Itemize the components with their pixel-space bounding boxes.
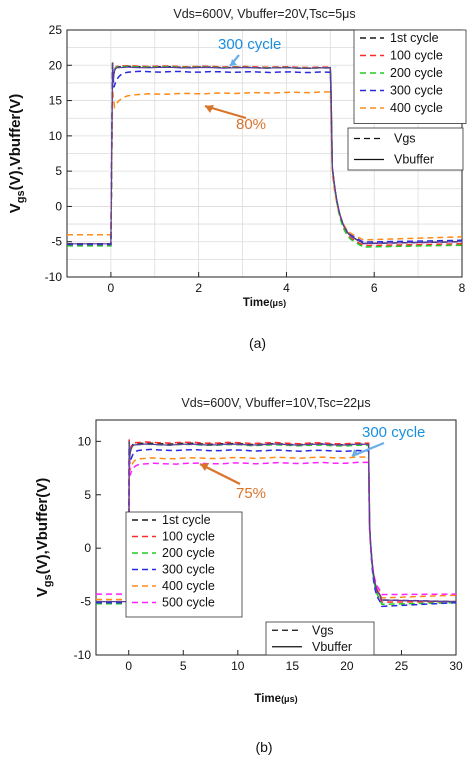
- plot-area: [96, 439, 456, 608]
- x-tick-label: 15: [286, 659, 300, 673]
- y-tick-label: 10: [78, 434, 92, 448]
- y-tick-label: 0: [55, 199, 62, 213]
- y-tick-label: 10: [49, 129, 63, 143]
- x-tick-label: 20: [340, 659, 354, 673]
- annotation-arrowhead: [200, 463, 209, 471]
- y-label-rest: (V),Vbuffer(V): [7, 94, 24, 191]
- vbuffer-line: [67, 63, 462, 245]
- vbuffer-line: [96, 441, 456, 603]
- annotation-text: 75%: [236, 485, 266, 502]
- x-axis-label: Time(μs): [254, 693, 297, 705]
- chart-title: Vds=600V, Vbuffer=10V,Tsc=22μs: [181, 396, 370, 410]
- x-tick-label: 8: [459, 281, 466, 295]
- x-label-unit: (μs): [270, 298, 287, 308]
- y-tick-label: -5: [80, 595, 91, 609]
- y-label-rest: (V),Vbuffer(V): [34, 478, 51, 575]
- style-legend-label: Vgs: [312, 623, 334, 637]
- legend-label: 200 cycle: [390, 66, 443, 80]
- series-line-300-cycle: [96, 446, 456, 608]
- x-tick-label: 10: [231, 659, 245, 673]
- chart-caption: (b): [255, 739, 272, 755]
- y-axis-label: Vgs(V),Vbuffer(V): [34, 478, 54, 598]
- x-tick-label: 4: [283, 281, 290, 295]
- series-legend-box: [353, 29, 467, 124]
- y-tick-label: -10: [45, 270, 63, 284]
- y-tick-label: 25: [49, 23, 63, 37]
- x-tick-label: 6: [371, 281, 378, 295]
- series-line-100-cycle: [96, 439, 456, 604]
- y-tick-label: 5: [55, 164, 62, 178]
- x-label-unit: (μs): [281, 694, 298, 704]
- x-label-main: Time: [254, 693, 281, 705]
- y-label-sub: gs: [15, 190, 27, 203]
- x-tick-label: 5: [180, 659, 187, 673]
- x-tick-label: 30: [449, 659, 463, 673]
- x-tick-label: 0: [125, 659, 132, 673]
- x-label-main: Time: [243, 297, 270, 309]
- y-tick-label: 15: [49, 94, 63, 108]
- annotation-arrowhead: [230, 59, 237, 66]
- legend-label: 500 cycle: [162, 596, 215, 610]
- style-legend-box: [265, 621, 375, 656]
- legend-label: 300 cycle: [390, 84, 443, 98]
- legend-label: 400 cycle: [162, 579, 215, 593]
- style-legend-label: Vbuffer: [394, 153, 434, 167]
- style-legend-box: [347, 127, 464, 171]
- chart-title: Vds=600V, Vbuffer=20V,Tsc=5μs: [173, 7, 355, 21]
- y-label-main: V: [7, 203, 24, 213]
- x-tick-label: 0: [108, 281, 115, 295]
- style-legend-label: Vbuffer: [312, 640, 352, 654]
- legend-label: 200 cycle: [162, 546, 215, 560]
- annotation-text: 80%: [236, 116, 266, 133]
- y-axis-label: Vgs(V),Vbuffer(V): [7, 94, 27, 214]
- series-legend-box: [125, 511, 243, 618]
- chart-a: Vds=600V, Vbuffer=20V,Tsc=5μs 0 2 4 6 8 -10 -5 0…: [7, 7, 467, 351]
- series-line-500-cycle: [96, 460, 456, 596]
- y-tick-label: 5: [84, 488, 91, 502]
- x-tick-label: 2: [195, 281, 202, 295]
- y-tick-label: 0: [84, 541, 91, 555]
- y-label-sub: gs: [42, 574, 54, 587]
- legend-label: 100 cycle: [162, 530, 215, 544]
- y-tick-label: -10: [74, 648, 92, 662]
- y-tick-label: 20: [49, 58, 63, 72]
- y-tick-label: -5: [51, 235, 62, 249]
- x-tick-label: 25: [395, 659, 409, 673]
- chart-caption: (a): [249, 335, 266, 351]
- legend-label: 300 cycle: [162, 563, 215, 577]
- y-label-main: V: [34, 587, 51, 597]
- legend-label: 400 cycle: [390, 101, 443, 115]
- legend-label: 100 cycle: [390, 49, 443, 63]
- style-legend-label: Vgs: [394, 132, 416, 146]
- x-axis-label: Time(μs): [243, 297, 286, 309]
- series-line-400-cycle: [96, 455, 456, 601]
- legend-label: 1st cycle: [162, 513, 211, 527]
- chart-b: Vds=600V, Vbuffer=10V,Tsc=22μs 0 5 10 15 20 25…: [34, 396, 463, 755]
- plot-area: [67, 61, 462, 248]
- annotation-text: 300 cycle: [218, 36, 281, 53]
- annotation-arrowhead: [205, 105, 214, 113]
- annotation-text: 300 cycle: [362, 424, 425, 441]
- annotation-arrowhead: [352, 449, 359, 456]
- legend-label: 1st cycle: [390, 31, 439, 45]
